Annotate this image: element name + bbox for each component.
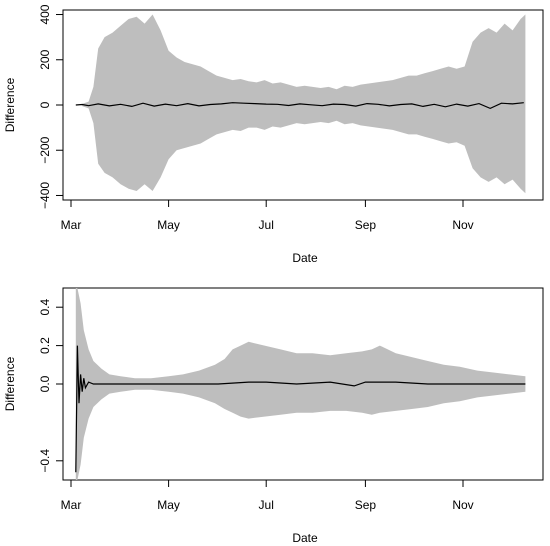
y-tick-label: 0 [38,101,52,108]
y-tick-label: 0.2 [38,337,52,354]
series-line-0 [75,102,524,110]
y-axis-top: −400 −200 0 200 400 [38,4,63,209]
series-line-0 [75,345,526,473]
y-tick-label: −200 [38,136,52,163]
y-tick-label: −0.4 [38,449,52,473]
y-axis-bottom: −0.4 0.0 0.2 0.4 [38,299,63,473]
x-axis-top: Mar May Jul Sep Nov [61,200,474,232]
y-tick-label: 0.4 [38,299,52,316]
y-tick-label: 400 [38,4,52,24]
x-tick-label: Sep [355,498,377,512]
x-tick-label: May [157,498,180,512]
series-group-top [75,102,524,110]
x-tick-label: Jul [259,498,274,512]
x-tick-label: Nov [452,498,473,512]
y-tick-label: 0.0 [38,375,52,392]
y-axis-title-top: Difference [3,77,17,132]
panel-top: Mar May Jul Sep Nov −400 −200 0 200 400 Date Dif… [3,4,544,265]
x-tick-label: Mar [61,498,82,512]
x-axis-title-top: Date [292,251,318,265]
x-tick-label: Nov [452,218,473,232]
y-tick-label: 200 [38,49,52,69]
y-axis-title-bottom: Difference [3,356,17,411]
x-tick-label: Mar [61,218,82,232]
x-tick-label: Jul [259,218,274,232]
x-axis-bottom: Mar May Jul Sep Nov [61,480,474,512]
x-tick-label: Sep [355,218,377,232]
panel-bottom: Mar May Jul Sep Nov −0.4 0.0 0.2 0.4 Date Diffe… [3,287,544,545]
x-axis-title-bottom: Date [292,531,318,545]
series-group-bottom [75,345,526,473]
y-tick-label: −400 [38,182,52,209]
x-tick-label: May [157,218,180,232]
